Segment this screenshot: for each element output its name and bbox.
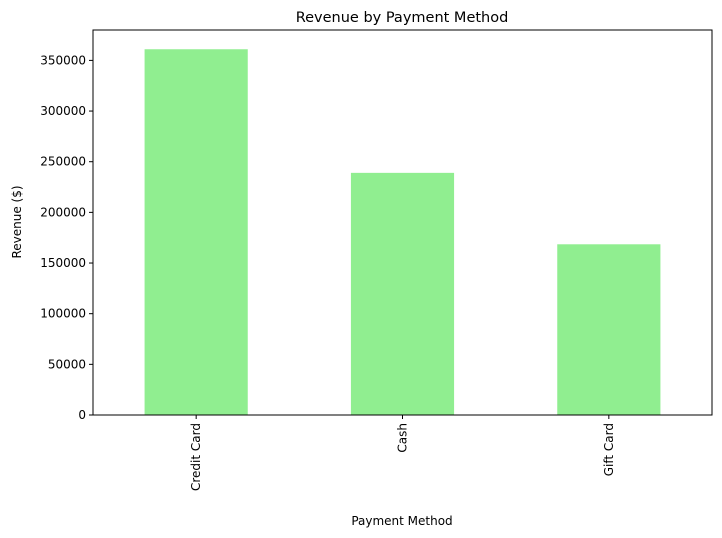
y-tick-label: 150000 bbox=[40, 256, 86, 270]
x-tick-label: Gift Card bbox=[602, 423, 616, 476]
y-axis: 0 50000 100000 150000 200000 250000 300000 3500… bbox=[40, 53, 93, 422]
y-axis-label: Revenue ($) bbox=[10, 185, 24, 258]
x-axis: Credit Card Cash Gift Card bbox=[189, 415, 616, 491]
bar-credit-card bbox=[144, 49, 248, 415]
chart-title: Revenue by Payment Method bbox=[296, 10, 509, 26]
plot-frame bbox=[92, 29, 713, 416]
x-tick-label: Cash bbox=[396, 423, 410, 453]
x-tick-label: Credit Card bbox=[189, 423, 203, 491]
y-tick-label: 350000 bbox=[40, 53, 86, 67]
y-tick-label: 50000 bbox=[48, 357, 86, 371]
y-tick-label: 100000 bbox=[40, 307, 86, 321]
y-tick-label: 200000 bbox=[40, 205, 86, 219]
y-tick-label: 250000 bbox=[40, 155, 86, 169]
bar-cash bbox=[350, 172, 455, 415]
x-axis-label: Payment Method bbox=[351, 514, 452, 528]
bars-group bbox=[144, 49, 661, 415]
y-tick-label: 0 bbox=[78, 408, 86, 422]
bar-gift-card bbox=[557, 244, 661, 415]
y-tick-label: 300000 bbox=[40, 104, 86, 118]
